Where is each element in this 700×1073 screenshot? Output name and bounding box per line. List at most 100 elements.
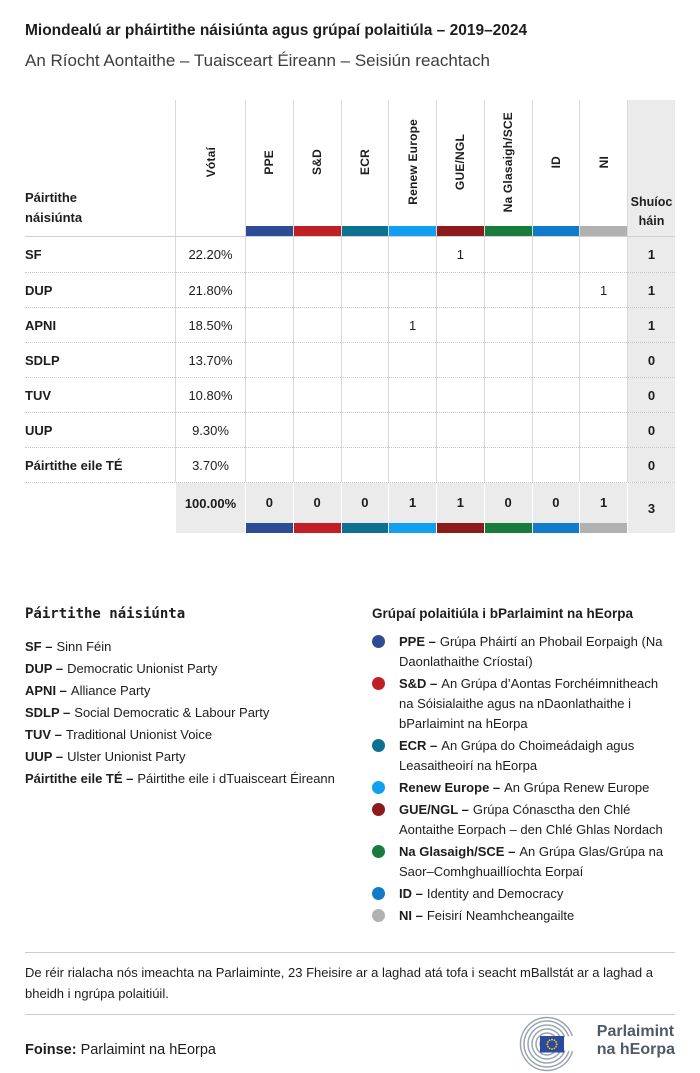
group-color-bar xyxy=(246,523,293,533)
group-seat-cell xyxy=(292,447,341,482)
ep-hemicycle-icon xyxy=(519,1016,575,1072)
total-empty-cell xyxy=(25,483,175,533)
page-title: Miondealú ar pháirtithe náisiúnta agus g… xyxy=(25,22,528,39)
group-seat-cell xyxy=(388,272,436,307)
legend-groups-title: Grúpaí polaitiúla i bParlaimint na hEorp… xyxy=(372,606,634,621)
column-header-seats: Shuíocháin xyxy=(627,100,675,236)
source-line: Foinse: Parlaimint na hEorpa xyxy=(25,1042,216,1072)
group-seat-cell xyxy=(340,412,389,447)
legend-name: An Grúpa d’Aontas Forchéimnitheach na Só… xyxy=(399,676,659,731)
group-seat-cell xyxy=(436,342,484,377)
party-name-cell: APNI xyxy=(25,307,175,342)
group-seat-cell xyxy=(531,342,580,377)
legend-abbr: Na Glasaigh/SCE – xyxy=(399,844,516,859)
group-color-bar xyxy=(341,523,389,533)
group-seat-cell xyxy=(245,307,293,342)
table-row: SDLP 13.70% 0 xyxy=(25,342,675,377)
group-seat-cell xyxy=(531,307,580,342)
legend-parties-title: Páirtithe náisiúnta xyxy=(25,606,186,622)
legend-color-dot xyxy=(372,739,385,752)
group-seat-cell xyxy=(340,447,389,482)
group-seat-cell: 1 xyxy=(436,237,484,272)
group-color-bar xyxy=(437,523,484,533)
group-color-bar xyxy=(389,226,436,236)
column-header-parties: Páirtithe náisiúnta xyxy=(25,190,83,225)
ep-logo: Parlaimint na hEorpa xyxy=(503,1016,675,1072)
group-color-bar xyxy=(532,226,580,236)
legend-abbr: APNI – xyxy=(25,683,67,698)
legend-color-dot xyxy=(372,803,385,816)
legend-item: SDLP – Social Democratic & Labour Party xyxy=(25,702,372,724)
group-seat-cell xyxy=(340,237,389,272)
legend-color-dot xyxy=(372,887,385,900)
legend-abbr: S&D – xyxy=(399,676,438,691)
group-seat-cell xyxy=(292,307,341,342)
legend-name: Grúpa Cónasctha den Chlé Aontaithe Eorpa… xyxy=(399,802,663,837)
total-group-cell: 0 xyxy=(483,483,532,533)
group-seat-cell xyxy=(579,237,627,272)
seats-total-cell: 0 xyxy=(627,342,675,377)
legend-name: Alliance Party xyxy=(70,683,151,698)
votes-cell: 13.70% xyxy=(175,342,245,377)
legend-name: Identity and Democracy xyxy=(426,886,564,901)
group-color-bar xyxy=(437,226,484,236)
group-seat-cell xyxy=(531,412,580,447)
votes-cell: 9.30% xyxy=(175,412,245,447)
column-header-gue-ngl: GUE/NGL xyxy=(436,100,484,236)
legend-item: ID – Identity and Democracy xyxy=(372,884,675,904)
table-row: TUV 10.80% 0 xyxy=(25,377,675,412)
legends-section: Páirtithe náisiúnta SF – Sinn Féin DUP – D… xyxy=(25,606,675,952)
group-seat-cell xyxy=(292,377,341,412)
legend-item: PPE – Grúpa Pháirtí an Phobail Eorpaigh (… xyxy=(372,632,675,672)
group-seat-cell xyxy=(436,307,484,342)
party-name-cell: SDLP xyxy=(25,342,175,377)
group-color-bar xyxy=(532,523,580,533)
party-name-cell: Páirtithe eile TÉ xyxy=(25,447,175,482)
group-color-bar xyxy=(293,226,341,236)
legend-item: NI – Feisirí Neamhcheangailte xyxy=(372,906,675,926)
legend-abbr: DUP – xyxy=(25,661,64,676)
legend-groups: Grúpaí polaitiúla i bParlaimint na hEorp… xyxy=(372,606,675,952)
legend-name: Ulster Unionist Party xyxy=(67,749,186,764)
party-name-cell: UUP xyxy=(25,412,175,447)
group-seat-cell xyxy=(483,342,532,377)
page-subtitle: An Ríocht Aontaithe – Tuaisceart Éireann… xyxy=(25,51,490,70)
legend-color-dot xyxy=(372,781,385,794)
legend-abbr: GUE/NGL – xyxy=(399,802,469,817)
results-table: Páirtithe náisiúnta Vótaí PPE S&D ECR Re… xyxy=(25,100,675,533)
legend-item: GUE/NGL – Grúpa Cónasctha den Chlé Aontai… xyxy=(372,800,675,840)
group-seat-cell xyxy=(292,272,341,307)
legend-item: S&D – An Grúpa d’Aontas Forchéimnitheach … xyxy=(372,674,675,734)
votes-cell: 3.70% xyxy=(175,447,245,482)
group-color-bar xyxy=(580,226,627,236)
group-color-bar xyxy=(293,523,341,533)
legend-name: An Grúpa Renew Europe xyxy=(504,780,650,795)
legend-item: Renew Europe – An Grúpa Renew Europe xyxy=(372,778,675,798)
legend-abbr: ID – xyxy=(399,886,423,901)
group-seat-cell xyxy=(245,342,293,377)
seats-total-cell: 0 xyxy=(627,377,675,412)
legend-abbr: TUV – xyxy=(25,727,62,742)
group-seat-cell xyxy=(483,307,532,342)
column-header-renew: Renew Europe xyxy=(388,100,436,236)
table-row: UUP 9.30% 0 xyxy=(25,412,675,447)
column-header-greens: Na Glasaigh/SCE xyxy=(483,100,532,236)
seats-total-cell: 1 xyxy=(627,237,675,272)
legend-name: Social Democratic & Labour Party xyxy=(74,705,270,720)
legend-parties: Páirtithe náisiúnta SF – Sinn Féin DUP – D… xyxy=(25,606,372,952)
table-header: Páirtithe náisiúnta Vótaí PPE S&D ECR Re… xyxy=(25,100,675,237)
group-seat-cell xyxy=(340,307,389,342)
group-seat-cell xyxy=(579,377,627,412)
legend-name: Traditional Unionist Voice xyxy=(65,727,213,742)
group-seat-cell xyxy=(579,447,627,482)
legend-abbr: NI – xyxy=(399,908,423,923)
group-seat-cell xyxy=(292,342,341,377)
total-group-cell: 0 xyxy=(245,483,293,533)
group-color-bar xyxy=(341,226,389,236)
party-name-cell: SF xyxy=(25,247,42,262)
group-seat-cell xyxy=(483,237,532,272)
legend-name: Democratic Unionist Party xyxy=(67,661,218,676)
group-seat-cell xyxy=(531,447,580,482)
group-seat-cell xyxy=(245,447,293,482)
group-color-bar xyxy=(580,523,627,533)
